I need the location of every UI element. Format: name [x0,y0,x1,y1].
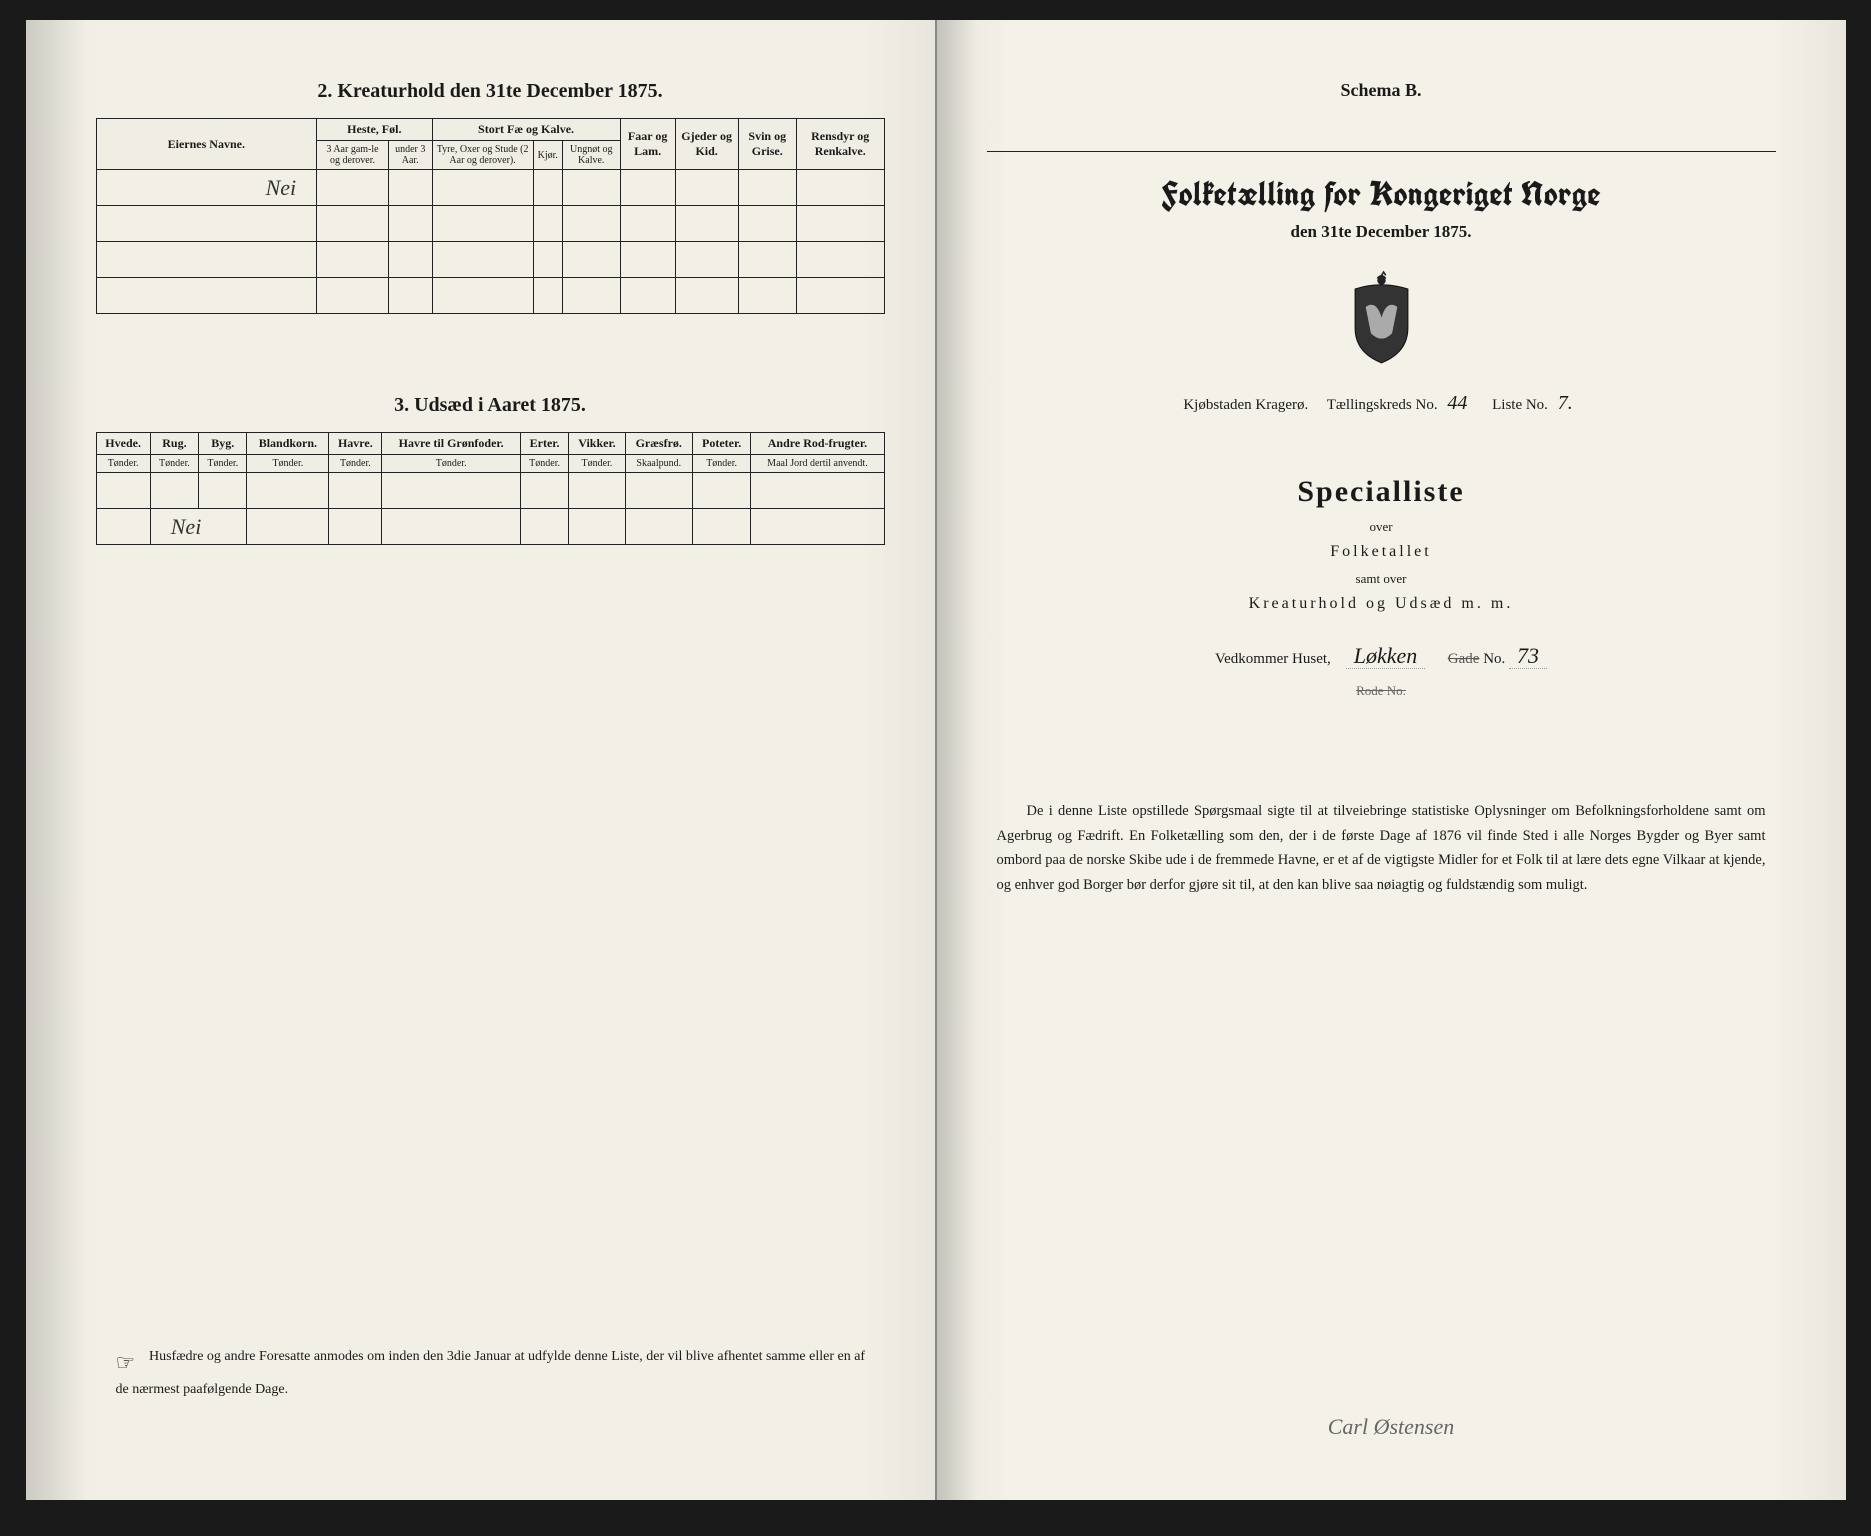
footer-text: Husfædre og andre Foresatte anmodes om i… [116,1349,866,1397]
body-paragraph: De i denne Liste opstillede Spørgsmaal s… [987,799,1776,898]
vedkommer-label: Vedkommer Huset, [1215,651,1331,667]
col-bland: Blandkorn. [247,433,329,455]
col-pot: Poteter. [692,433,751,455]
col-gras: Græsfrø. [625,433,692,455]
handwritten-nei-2: Nei [171,514,202,539]
table-row: Nei [96,509,884,545]
unit: Tønder. [692,455,751,473]
col-svin: Svin og Grise. [738,119,796,170]
col-heste-b: under 3 Aar. [388,141,432,170]
col-rod: Andre Rod-frugter. [751,433,884,455]
unit: Tønder. [520,455,568,473]
col-eier: Eiernes Navne. [96,119,317,170]
house-number: 73 [1509,643,1547,669]
col-stort-c: Ungnøt og Kalve. [562,141,620,170]
left-binding-shadow [26,20,86,1500]
unit: Tønder. [96,455,150,473]
colgrp-heste: Heste, Føl. [317,119,432,141]
main-title: Folketælling for Kongeriget Norge [987,172,1776,216]
unit: Tønder. [569,455,625,473]
table-row [96,473,884,509]
col-havre: Havre. [329,433,382,455]
divider [987,151,1776,152]
table-row [96,242,884,278]
col-gjeder: Gjeder og Kid. [675,119,738,170]
rode-label: Rode No. [987,683,1776,699]
folketallet-label: Folketallet [987,543,1776,561]
specialliste-heading: Specialliste [987,475,1776,509]
unit: Tønder. [199,455,247,473]
left-page: 2. Kreaturhold den 31te December 1875. E… [26,20,935,1500]
col-hvede: Hvede. [96,433,150,455]
table-kreaturhold: Eiernes Navne. Heste, Føl. Stort Fæ og K… [96,118,885,314]
unit: Skaalpund. [625,455,692,473]
handwritten-nei-1: Nei [266,175,297,200]
coat-of-arms-icon [987,270,1776,370]
col-byg: Byg. [199,433,247,455]
col-rug: Rug. [150,433,198,455]
samt-label: samt over [987,571,1776,587]
subtitle: den 31te December 1875. [987,222,1776,242]
col-vikker: Vikker. [569,433,625,455]
colgrp-stort: Stort Fæ og Kalve. [432,119,620,141]
pointing-hand-icon: ☞ [116,1346,146,1379]
col-erter: Erter. [520,433,568,455]
unit: Tønder. [382,455,520,473]
col-heste-a: 3 Aar gam-le og derover. [317,141,389,170]
gade-label: Gade [1448,651,1480,667]
city-label: Kjøbstaden Kragerø. [1183,397,1308,413]
table-row: Nei [96,170,884,206]
unit: Tønder. [329,455,382,473]
col-havreg: Havre til Grønfoder. [382,433,520,455]
table-row [96,278,884,314]
house-line: Vedkommer Huset, Løkken Gade No. 73 [987,643,1776,669]
footer-instruction: ☞ Husfædre og andre Foresatte anmodes om… [116,1346,875,1400]
house-name-handwritten: Løkken [1346,643,1426,669]
liste-label: Liste No. [1492,397,1548,413]
kreatur-label: Kreaturhold og Udsæd m. m. [987,595,1776,613]
over-label: over [987,519,1776,535]
col-faar: Faar og Lam. [620,119,675,170]
signature-handwritten: Carl Østensen [937,1414,1846,1440]
table-udsaed: Hvede. Rug. Byg. Blandkorn. Havre. Havre… [96,432,885,545]
liste-value: 7. [1552,392,1579,414]
meta-line: Kjøbstaden Kragerø. Tællingskreds No. 44… [987,392,1776,415]
col-ren: Rensdyr og Renkalve. [796,119,884,170]
right-binding-shadow [937,20,977,1500]
col-stort-a: Tyre, Oxer og Stude (2 Aar og derover). [432,141,533,170]
col-stort-b: Kjør. [533,141,562,170]
book-spread: 2. Kreaturhold den 31te December 1875. E… [26,20,1846,1500]
schema-label: Schema B. [987,80,1776,101]
table-row [96,206,884,242]
right-page: Schema B. Folketælling for Kongeriget No… [935,20,1846,1500]
kreds-label: Tællingskreds No. [1327,397,1438,413]
section2-title: 2. Kreaturhold den 31te December 1875. [96,80,885,103]
section3-title: 3. Udsæd i Aaret 1875. [96,394,885,417]
kreds-value: 44 [1441,392,1473,414]
unit: Tønder. [247,455,329,473]
unit: Tønder. [150,455,198,473]
gade-no-label: No. [1483,651,1505,667]
unit: Maal Jord dertil anvendt. [751,455,884,473]
